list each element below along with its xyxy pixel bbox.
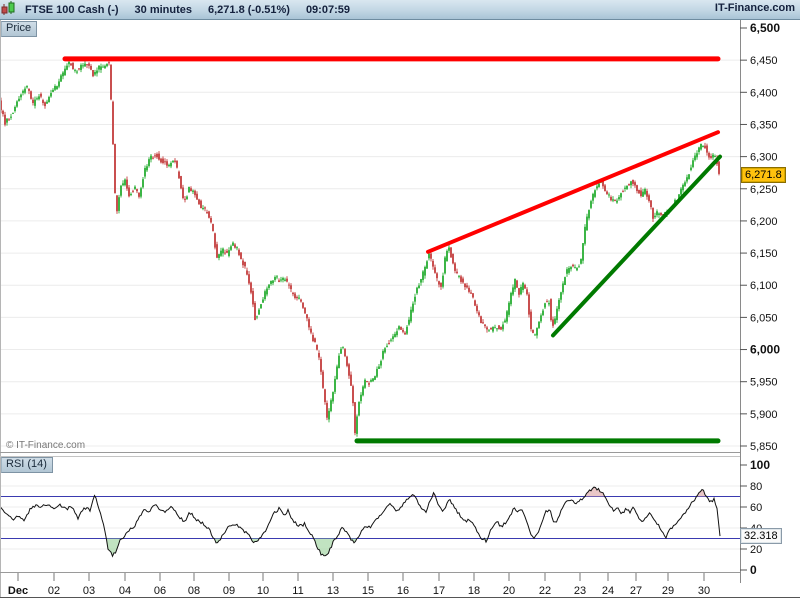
rsi-threshold-fills	[94, 487, 707, 557]
trendline-rising-resistance[interactable]	[426, 130, 720, 254]
chart-header-bar: FTSE 100 Cash (-) 30 minutes 6,271.8 (-0…	[0, 0, 800, 20]
trendline-rising-support[interactable]	[551, 154, 722, 338]
svg-text:04: 04	[119, 585, 131, 597]
svg-text:Dec: Dec	[8, 585, 28, 597]
svg-text:5,900: 5,900	[750, 409, 778, 421]
svg-text:6,400: 6,400	[750, 87, 778, 99]
svg-text:6,000: 6,000	[750, 343, 780, 357]
svg-text:29: 29	[662, 585, 674, 597]
svg-text:16: 16	[397, 585, 409, 597]
timeframe-label: 30 minutes	[134, 3, 192, 16]
svg-text:20: 20	[750, 544, 762, 556]
svg-text:11: 11	[292, 585, 303, 597]
candlestick-series	[0, 59, 720, 437]
svg-text:60: 60	[750, 502, 762, 514]
svg-text:6,500: 6,500	[750, 21, 780, 35]
svg-text:15: 15	[362, 585, 374, 597]
svg-text:6,250: 6,250	[750, 184, 778, 196]
svg-text:80: 80	[750, 481, 762, 493]
svg-text:5,950: 5,950	[750, 377, 778, 389]
price-axis: 6,500 6,450 6,400 6,350 6,300 6,250 6,200 6,150…	[740, 21, 780, 453]
rsi-level-lines	[0, 496, 740, 539]
svg-text:6,200: 6,200	[750, 216, 778, 228]
axes-frame	[0, 20, 800, 598]
svg-text:100: 100	[750, 458, 770, 472]
svg-text:20: 20	[503, 585, 515, 597]
instrument-name: FTSE 100 Cash (-)	[25, 3, 119, 16]
svg-text:6,300: 6,300	[750, 152, 778, 164]
svg-text:23: 23	[574, 585, 586, 597]
brand-label: IT-Finance.com	[714, 2, 795, 14]
trendlines	[62, 56, 722, 444]
candlestick-icon	[1, 1, 19, 18]
svg-text:27: 27	[630, 585, 642, 597]
svg-text:30: 30	[698, 585, 710, 597]
rsi-line	[0, 486, 721, 558]
svg-text:6,050: 6,050	[750, 312, 778, 324]
rsi-value-badge: 32.318	[740, 528, 782, 545]
svg-text:17: 17	[433, 585, 445, 597]
last-quote-and-change: 6,271.8 (-0.51%)	[208, 3, 290, 16]
tab-price-panel[interactable]: Price	[1, 21, 38, 37]
svg-text:6,150: 6,150	[750, 248, 778, 260]
svg-text:08: 08	[188, 585, 200, 597]
svg-text:6,450: 6,450	[750, 55, 778, 67]
svg-text:02: 02	[48, 585, 60, 597]
quote-time: 09:07:59	[305, 3, 350, 16]
svg-text:06: 06	[154, 585, 166, 597]
svg-text:6,350: 6,350	[750, 119, 778, 131]
svg-text:0: 0	[750, 563, 757, 577]
svg-text:22: 22	[539, 585, 551, 597]
last-price-badge: 6,271.8	[741, 166, 786, 183]
time-axis: Dec 02 03 04 06 08 09 10 11 13 15 16 17 18 20 22 23 24 27 2…	[8, 573, 710, 597]
svg-text:13: 13	[327, 585, 339, 597]
gridlines	[0, 59, 740, 550]
svg-text:5,850: 5,850	[750, 441, 778, 453]
svg-text:24: 24	[602, 585, 614, 597]
svg-text:6,100: 6,100	[750, 280, 778, 292]
rsi-axis: 100806040200	[740, 458, 770, 577]
svg-text:09: 09	[223, 585, 235, 597]
svg-text:10: 10	[257, 585, 269, 597]
svg-text:03: 03	[83, 585, 95, 597]
svg-text:18: 18	[468, 585, 480, 597]
tab-rsi-panel[interactable]: RSI (14)	[1, 457, 53, 473]
copyright-watermark: © IT-Finance.com	[6, 440, 86, 451]
